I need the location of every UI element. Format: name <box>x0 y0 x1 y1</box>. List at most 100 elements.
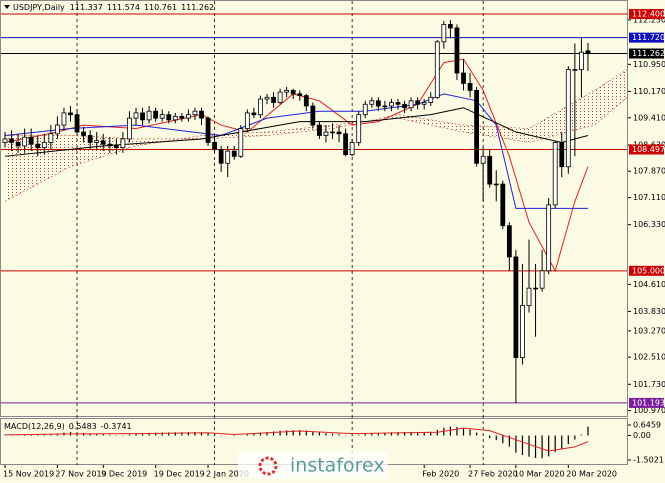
candle-body <box>277 91 283 103</box>
y-tick-label: 107.110 <box>633 193 665 202</box>
watermark-text: instaforex <box>290 455 385 477</box>
candle-body <box>310 105 316 126</box>
candle-body <box>506 225 512 258</box>
candle-body <box>579 51 584 70</box>
candle-body <box>389 102 394 107</box>
level-label: 105.000 <box>632 266 665 275</box>
candle-body <box>100 140 106 145</box>
x-tick-label: 15 Nov 2019 <box>3 470 54 479</box>
y-tick-label: 104.610 <box>633 280 665 289</box>
candle-body <box>323 131 329 136</box>
candle-body <box>421 102 427 105</box>
close: 111.262 <box>181 3 214 12</box>
open: 111.337 <box>70 3 103 12</box>
candle-body <box>9 138 14 143</box>
candle-body <box>159 114 165 119</box>
candle-body <box>68 112 73 116</box>
candle-body <box>408 100 414 109</box>
candle-body <box>395 102 401 105</box>
ichimoku-cloud <box>5 69 628 202</box>
candle-body <box>297 93 303 96</box>
candle-body <box>533 287 538 290</box>
x-tick-label: 2 Jan 2020 <box>206 470 249 479</box>
macd-signal: -0.3741 <box>101 422 132 431</box>
candle-body <box>402 103 407 109</box>
candle-body <box>441 24 447 43</box>
header-text: USDJPY,Daily 111.337 111.574 110.761 111.262 <box>13 3 214 12</box>
y-tick-label: 106.330 <box>633 220 665 229</box>
candle-body <box>513 256 519 358</box>
symbol: USDJPY,Daily <box>13 3 65 12</box>
candle-body <box>55 124 60 135</box>
y-tick-label: -1.5021 <box>633 455 664 464</box>
level-label: 101.193 <box>632 398 665 407</box>
y-tick-label: 103.830 <box>633 307 665 316</box>
level-label-box <box>629 32 664 43</box>
candle-body <box>225 150 231 164</box>
candle-body <box>61 112 67 126</box>
candle-body <box>362 103 368 116</box>
candle-body <box>552 142 558 206</box>
candle-body <box>428 96 434 103</box>
level-label-box <box>629 397 664 408</box>
candle-body <box>493 183 499 186</box>
y-tick-label: 102.510 <box>633 353 665 362</box>
macd-title: MACD(12,26,9) <box>4 422 65 431</box>
x-tick-label: 27 Feb 2020 <box>468 470 518 479</box>
candle-body <box>218 148 224 164</box>
candle-body <box>185 114 191 119</box>
macd-main: 0.5483 <box>69 422 97 431</box>
y-tick-label: 107.870 <box>633 167 665 176</box>
candle-body <box>480 155 486 164</box>
candle-body <box>87 135 93 143</box>
y-tick-label: 103.270 <box>633 326 665 335</box>
candle-body <box>28 136 34 145</box>
candle-body <box>330 131 335 134</box>
y-tick-label: 0.6459 <box>633 420 661 429</box>
candle-body <box>107 143 113 147</box>
low: 110.761 <box>144 3 177 12</box>
high: 111.574 <box>107 3 140 12</box>
candle-body <box>349 142 355 155</box>
x-tick-label: 20 Mar 2020 <box>566 470 617 479</box>
candle-body <box>434 41 440 98</box>
candle-body <box>461 72 466 84</box>
watermark: instaforex <box>238 451 388 479</box>
candle-body <box>539 270 545 289</box>
level-label: 108.497 <box>632 145 665 154</box>
header: USDJPY,Daily 111.337 111.574 110.761 111.262… <box>4 3 214 431</box>
candle-body <box>447 24 453 29</box>
candle-body <box>244 112 250 129</box>
candle-body <box>2 138 8 143</box>
candle-body <box>22 136 28 147</box>
candle-body <box>199 110 204 119</box>
x-tick-label: 27 Nov 2019 <box>55 470 106 479</box>
candle-body <box>258 98 263 116</box>
candle-body <box>81 131 86 136</box>
candle-body <box>251 112 257 116</box>
level-label-box <box>629 48 664 59</box>
candle-body <box>271 96 276 103</box>
candle-body <box>454 27 460 74</box>
candle-body <box>41 142 47 149</box>
candle-body <box>585 50 591 55</box>
candle-body <box>303 95 309 107</box>
candle-body <box>375 100 381 107</box>
y-tick-label: 101.730 <box>633 380 665 389</box>
y-tick-label: 110.170 <box>633 87 665 96</box>
candle-body <box>343 133 349 155</box>
x-tick-label: Feb 2020 <box>422 470 459 479</box>
main-panel <box>0 0 628 417</box>
candle-body <box>35 143 41 149</box>
candle-body <box>166 114 172 121</box>
candle-body <box>238 128 244 157</box>
candle-body <box>153 110 159 119</box>
candle-body <box>520 305 525 358</box>
level-label: 111.262 <box>632 49 665 58</box>
candle-body <box>487 155 493 185</box>
candle-body <box>264 96 270 100</box>
menu-icon <box>4 5 10 9</box>
candle-body <box>572 69 578 71</box>
candle-body <box>500 183 506 227</box>
